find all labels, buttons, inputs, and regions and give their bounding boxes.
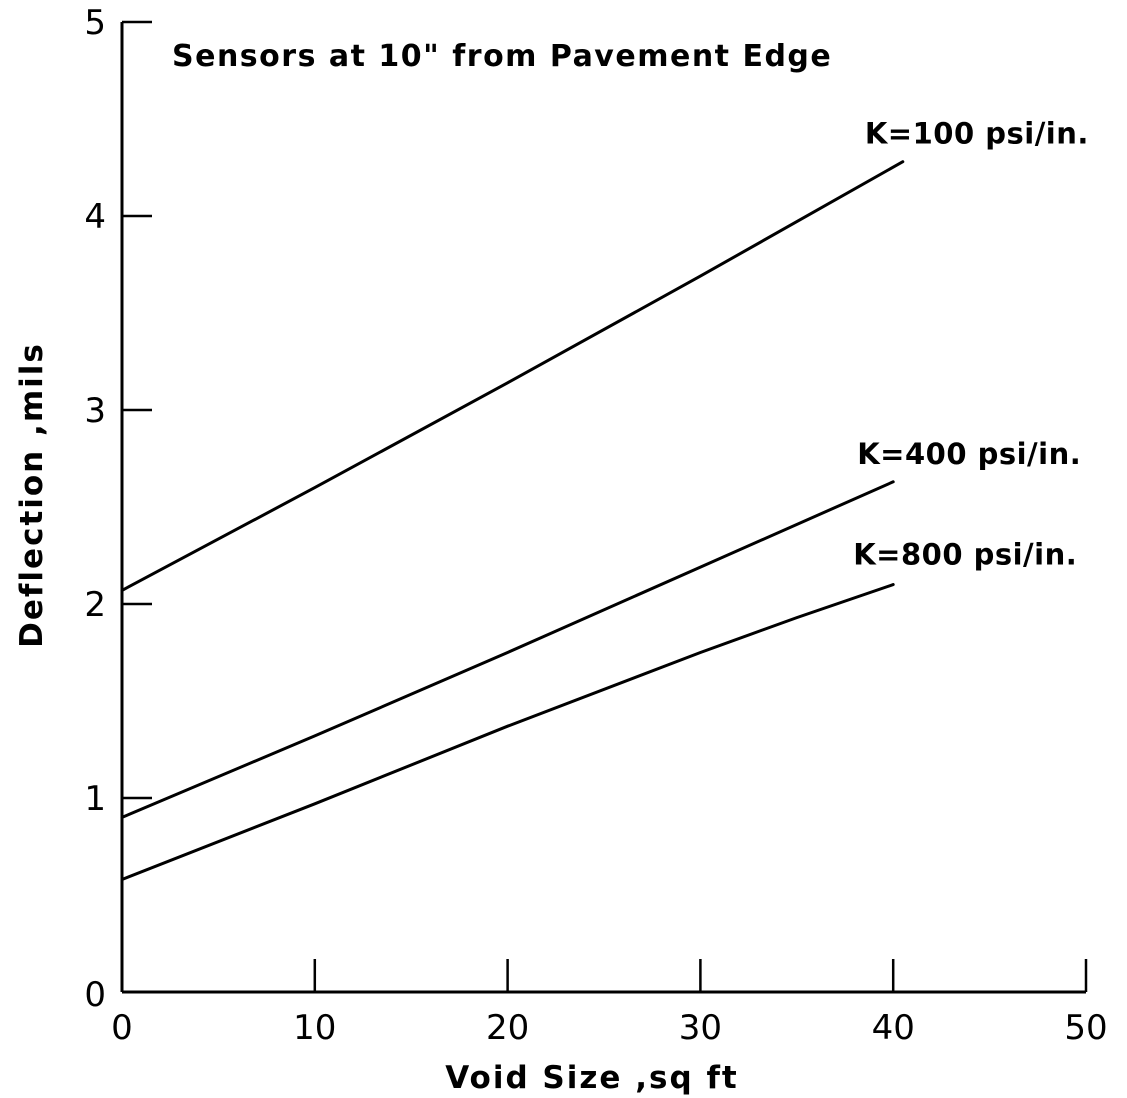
series-label: K=100 psi/in. bbox=[865, 117, 1089, 151]
x-tick-label: 20 bbox=[486, 1008, 529, 1048]
y-tick-label: 0 bbox=[84, 975, 106, 1015]
x-tick-label: 40 bbox=[872, 1008, 915, 1048]
x-tick-label: 30 bbox=[679, 1008, 722, 1048]
series-line bbox=[120, 583, 895, 881]
y-tick-label: 1 bbox=[84, 779, 106, 819]
labels: Sensors at 10" from Pavement Edge Void S… bbox=[14, 39, 832, 1096]
series-lines: K=100 psi/in. K=400 psi/in. K=800 psi/in. bbox=[120, 117, 1089, 881]
series-label: K=800 psi/in. bbox=[853, 538, 1077, 572]
axes bbox=[120, 22, 1086, 994]
y-axis-title: Deflection ,mils bbox=[14, 342, 50, 648]
y-tick-label: 5 bbox=[84, 3, 106, 43]
y-tick-label: 4 bbox=[84, 197, 106, 237]
chart-title: Sensors at 10" from Pavement Edge bbox=[172, 39, 832, 74]
ticks: 0 10 20 30 40 50 0 1 2 3 4 5 bbox=[84, 3, 1107, 1048]
x-axis-title: Void Size ,sq ft bbox=[445, 1060, 739, 1096]
y-tick-label: 2 bbox=[84, 585, 106, 625]
series-line bbox=[120, 480, 895, 819]
y-tick-label: 3 bbox=[84, 391, 106, 431]
series-label: K=400 psi/in. bbox=[857, 437, 1081, 471]
x-tick-label: 10 bbox=[293, 1008, 336, 1048]
x-tick-label: 50 bbox=[1064, 1008, 1107, 1048]
x-tick-label: 0 bbox=[111, 1008, 133, 1048]
series-line bbox=[120, 160, 905, 592]
